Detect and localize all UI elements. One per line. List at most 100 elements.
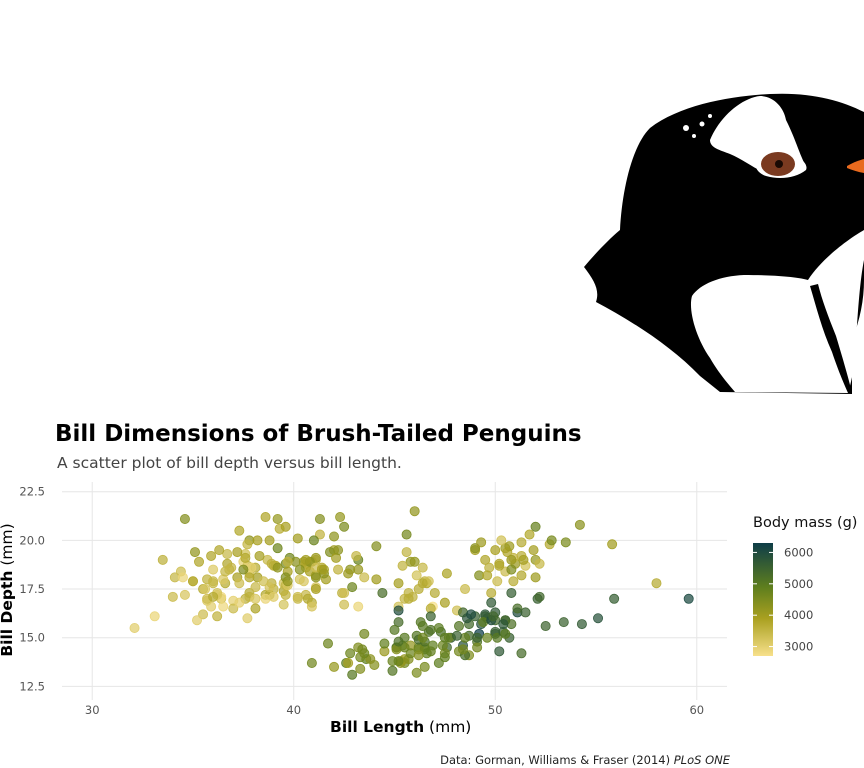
y-axis-label-main: Bill Depth xyxy=(0,570,16,657)
data-point xyxy=(478,617,489,628)
data-point xyxy=(310,572,321,583)
penguin-speckle xyxy=(683,125,689,131)
data-point xyxy=(329,531,340,542)
data-point xyxy=(482,570,493,581)
data-point xyxy=(494,646,505,657)
data-point xyxy=(558,617,569,628)
data-point xyxy=(516,537,527,548)
data-point xyxy=(387,665,398,676)
data-point xyxy=(234,578,245,589)
y-tick-label: 15.0 xyxy=(19,631,45,645)
data-point xyxy=(458,644,469,655)
data-point xyxy=(294,564,305,575)
data-point xyxy=(214,545,225,556)
data-point xyxy=(272,562,283,573)
data-point xyxy=(512,603,523,614)
data-point xyxy=(560,537,571,548)
data-point xyxy=(441,568,452,579)
data-point xyxy=(371,541,382,552)
data-source-caption: Data: Gorman, Williams & Fraser (2014) P… xyxy=(440,753,730,767)
data-point xyxy=(339,599,350,610)
data-point xyxy=(353,564,364,575)
data-point xyxy=(200,584,211,595)
data-point xyxy=(260,512,271,523)
grid-layer xyxy=(62,482,727,700)
data-point xyxy=(403,593,414,604)
data-point xyxy=(244,572,255,583)
data-point xyxy=(439,632,450,643)
data-point xyxy=(208,578,219,589)
legend-tick-label: 3000 xyxy=(784,640,813,654)
data-point xyxy=(250,582,261,593)
data-point xyxy=(167,591,178,602)
data-point xyxy=(486,597,497,608)
data-point xyxy=(208,591,219,602)
x-tick-label: 30 xyxy=(85,703,100,717)
data-point xyxy=(220,566,231,577)
data-point xyxy=(278,599,289,610)
data-point xyxy=(393,605,404,616)
data-point xyxy=(250,593,261,604)
scatter-plot: 30 40 50 60 12.5 15.0 17.5 20.0 22.5 xyxy=(19,482,727,717)
data-point xyxy=(149,611,160,622)
data-point xyxy=(264,582,275,593)
data-point xyxy=(206,550,217,561)
data-point xyxy=(333,545,344,556)
legend-tick-label: 6000 xyxy=(784,545,813,559)
data-point xyxy=(272,543,283,554)
data-point xyxy=(439,652,450,663)
data-point xyxy=(460,584,471,595)
data-point xyxy=(401,529,412,540)
data-point xyxy=(393,617,404,628)
data-point xyxy=(419,661,430,672)
data-point xyxy=(409,556,420,567)
colorbar xyxy=(753,543,773,656)
data-point xyxy=(208,564,219,575)
data-point xyxy=(198,609,209,620)
data-point xyxy=(482,632,493,643)
data-point xyxy=(609,593,620,604)
penguin-throat-patch xyxy=(690,230,864,393)
data-point xyxy=(240,552,251,563)
data-point xyxy=(393,636,404,647)
data-point xyxy=(335,512,346,523)
data-point xyxy=(425,611,436,622)
x-axis-label-unit: (mm) xyxy=(424,718,472,736)
data-point xyxy=(339,521,350,532)
data-point xyxy=(593,613,604,624)
data-point xyxy=(470,543,481,554)
data-point xyxy=(377,587,388,598)
data-point xyxy=(411,570,422,581)
data-point xyxy=(524,529,535,540)
data-point xyxy=(496,535,507,546)
data-point xyxy=(486,587,497,598)
x-tick-label: 60 xyxy=(689,703,704,717)
data-point xyxy=(397,560,408,571)
data-point xyxy=(508,576,519,587)
data-point xyxy=(212,611,223,622)
data-point xyxy=(371,574,382,585)
data-point xyxy=(306,658,317,669)
y-tick-label: 17.5 xyxy=(19,582,45,596)
data-point xyxy=(280,521,291,532)
data-point xyxy=(258,576,269,587)
data-point xyxy=(343,568,354,579)
data-point xyxy=(413,584,424,595)
color-legend: Body mass (g) 3000 4000 5000 6000 xyxy=(753,515,863,665)
point-layer xyxy=(129,506,694,680)
data-point xyxy=(451,630,462,641)
penguin-throat-strap xyxy=(810,284,852,393)
data-point xyxy=(177,572,188,583)
data-point xyxy=(292,533,303,544)
data-point xyxy=(411,667,422,678)
data-point xyxy=(228,603,239,614)
data-point xyxy=(314,529,325,540)
penguin-speckle xyxy=(699,121,705,127)
data-point xyxy=(359,628,370,639)
chart-subtitle: A scatter plot of bill depth versus bill… xyxy=(57,454,402,472)
data-point xyxy=(387,656,398,667)
data-point xyxy=(472,632,483,643)
data-point xyxy=(333,564,344,575)
data-point xyxy=(476,537,487,548)
chart-title: Bill Dimensions of Brush-Tailed Penguins xyxy=(55,421,582,447)
